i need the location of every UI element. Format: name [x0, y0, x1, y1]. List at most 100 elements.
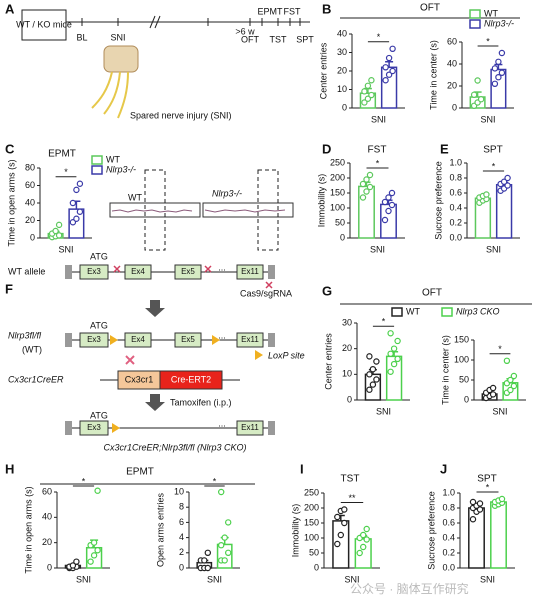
y-tick-label: 4	[179, 532, 184, 542]
y-tick-label: 1.0	[449, 157, 462, 167]
exon-label: Ex4	[131, 267, 145, 276]
data-point	[489, 391, 497, 398]
data-point	[361, 88, 368, 95]
trace-label: Nlrp3-/-	[212, 188, 242, 198]
data-point	[385, 71, 393, 78]
y-tick-label: 20	[342, 343, 352, 353]
data-point	[389, 45, 396, 53]
trace-path	[111, 209, 193, 213]
significance-label: **	[348, 493, 356, 503]
y-tick-label: 100	[304, 532, 319, 542]
legend-swatch	[469, 9, 481, 19]
panel-label: A	[5, 1, 15, 16]
genotype-label: Cx3cr1CreER;Nlrp3fl/fl (Nlrp3 CKO)	[103, 442, 246, 452]
panel-label: J	[440, 461, 447, 476]
y-axis-label: Center entries	[318, 42, 328, 99]
y-tick-label: 0.6	[449, 187, 462, 197]
data-point	[341, 519, 348, 527]
exon-label: Ex11	[241, 267, 259, 276]
y-tick-label: 80	[25, 162, 35, 172]
y-tick-label: 10	[342, 369, 352, 379]
significance-label: *	[382, 317, 386, 327]
y-axis-label: Time in center (s)	[440, 335, 450, 405]
data-point	[498, 49, 506, 57]
data-point	[360, 531, 367, 539]
nerve-icon	[91, 71, 129, 119]
y-axis-label: Open arms entries	[155, 492, 165, 567]
legend-label: WT	[106, 154, 120, 164]
y-axis-label: Sucrose preference	[433, 161, 443, 240]
y-tick-label: 20	[447, 80, 457, 90]
utr	[65, 421, 72, 435]
panel-label: I	[300, 461, 304, 476]
chart: 0 20 40 60 80 Time in open arms (s) SNI * EPMT WT…	[6, 149, 136, 255]
data-point	[385, 207, 392, 215]
scissors-icon	[113, 265, 273, 289]
y-tick-label: 0	[314, 562, 319, 572]
y-tick-label: 40	[447, 58, 457, 68]
data-point	[368, 91, 375, 99]
y-tick-label: 0	[452, 102, 457, 112]
y-tick-label: 150	[304, 517, 319, 527]
data-point	[363, 176, 370, 183]
data-point	[366, 386, 373, 393]
timepoint: SPT	[296, 34, 314, 44]
y-tick-label: 20	[337, 65, 347, 75]
chart: 0 2 4 6 8 10 Open arms entries SNI *	[155, 476, 240, 584]
panel-label: H	[5, 461, 14, 476]
y-tick-label: 30	[337, 47, 347, 57]
data-point	[73, 186, 80, 194]
data-point	[373, 358, 380, 365]
data-point	[69, 562, 77, 569]
x-tick-label: SNI	[371, 114, 386, 124]
data-point	[55, 221, 63, 229]
data-point	[388, 201, 396, 209]
data-point	[363, 525, 370, 533]
row-label: Nlrp3fl/fl	[8, 330, 42, 340]
data-point	[55, 232, 63, 239]
data-point	[382, 77, 389, 84]
data-point	[507, 376, 514, 384]
data-point	[366, 371, 373, 378]
exon-label: Ex11	[241, 335, 259, 344]
panel-label: E	[440, 141, 449, 156]
significance-label: *	[498, 344, 502, 354]
data-point	[394, 355, 401, 363]
legend-label: Nlrp3-/-	[106, 164, 136, 174]
data-point	[364, 82, 372, 90]
data-point	[470, 91, 478, 99]
data-point	[73, 558, 80, 565]
data-point	[385, 194, 392, 201]
arrow	[145, 394, 165, 411]
arena	[202, 202, 294, 218]
construct-diagram: WT allele Ex3 Ex4 Ex5 Ex11 ... ATG Cas9/…	[8, 251, 305, 452]
significance-label: *	[376, 158, 380, 168]
data-point	[361, 99, 368, 106]
y-tick-label: 0	[347, 394, 352, 404]
y-tick-label: 20	[25, 215, 35, 225]
data-point	[491, 80, 499, 88]
data-point	[389, 67, 396, 75]
y-tick-label: 20	[42, 537, 52, 547]
panel-label: D	[322, 141, 331, 156]
data-point	[498, 69, 506, 77]
trace-path	[204, 209, 286, 213]
data-point	[390, 345, 398, 352]
bar	[490, 501, 507, 569]
significance-label: *	[492, 161, 496, 171]
data-point	[476, 506, 484, 513]
data-point	[495, 58, 502, 66]
x-tick-label: SNI	[370, 244, 385, 254]
legend-swatch	[91, 165, 103, 175]
data-point	[221, 557, 228, 564]
arena	[109, 202, 201, 218]
cross-icon	[125, 355, 135, 365]
timepoint: TST	[270, 34, 288, 44]
exon-label: Ex4	[131, 335, 145, 344]
chart-title: EPMT	[126, 467, 154, 478]
row-label: (WT)	[22, 344, 42, 354]
exon	[79, 332, 109, 348]
y-tick-label: 0.8	[449, 172, 462, 182]
